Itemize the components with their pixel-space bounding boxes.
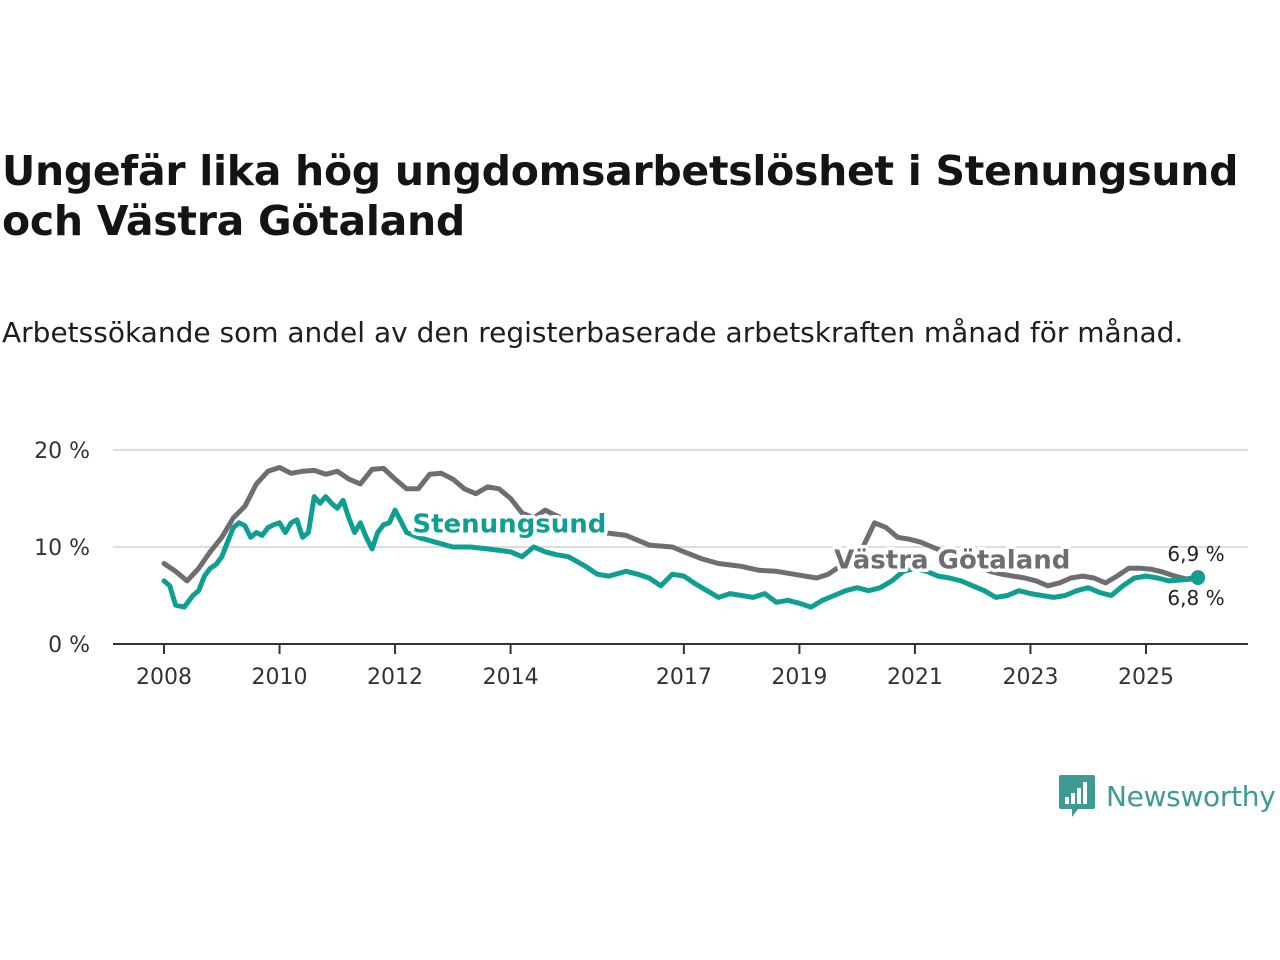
x-axis-ticks: 2008 2010 2012 2014 2017 2019 2021 2023 2025 — [136, 644, 1174, 690]
series-lines — [161, 465, 1205, 610]
series-label: Stenungsund — [412, 509, 606, 539]
y-axis-ticks: 20 % 10 % 0 % — [34, 439, 90, 658]
series-line-0 — [161, 465, 1201, 589]
gridlines — [113, 449, 1248, 548]
x-tick-label: 2012 — [367, 665, 423, 690]
x-tick-label: 2019 — [771, 665, 827, 690]
series-line-1 — [161, 494, 1201, 610]
series-labels: Västra Götaland 6,9 % Stenungsund 6,8 % — [409, 506, 1225, 610]
y-tick-label: 20 % — [34, 439, 90, 464]
y-tick-label: 0 % — [48, 633, 90, 658]
x-tick-label: 2025 — [1118, 665, 1174, 690]
x-tick-label: 2023 — [1002, 665, 1058, 690]
x-tick-label: 2010 — [252, 665, 308, 690]
y-tick-label: 10 % — [34, 536, 90, 561]
x-tick-label: 2021 — [887, 665, 943, 690]
chart-title: Ungefär lika hög ungdomsarbetslöshet i S… — [2, 147, 1239, 245]
brand-name: Newsworthy — [1106, 779, 1276, 813]
x-tick-label: 2008 — [136, 665, 192, 690]
series-end-point — [1190, 571, 1205, 586]
newsworthy-logo-icon — [1059, 775, 1095, 817]
x-tick-label: 2014 — [483, 665, 539, 690]
chart-subtitle: Arbetssökande som andel av den registerb… — [2, 316, 1184, 349]
line-chart: 20 % 10 % 0 % 2008 2010 2012 2014 2017 2019 2021… — [34, 439, 1248, 690]
newsworthy-brand[interactable]: Newsworthy — [1058, 772, 1276, 820]
series-label: Västra Götaland — [834, 545, 1070, 575]
x-tick-label: 2017 — [656, 665, 712, 690]
end-value-label: 6,8 % — [1167, 586, 1224, 610]
end-value-label: 6,9 % — [1167, 542, 1224, 566]
